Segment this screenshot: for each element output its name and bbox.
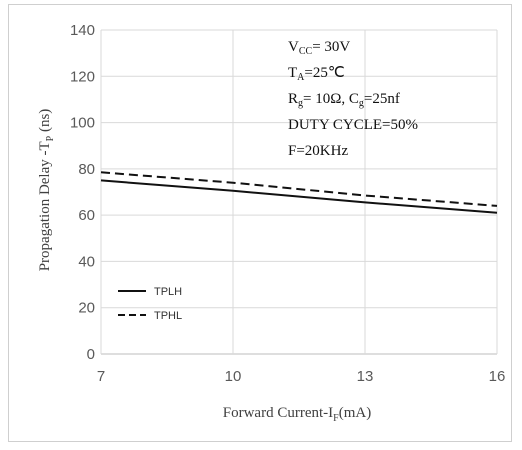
x-tick-label: 7 bbox=[97, 368, 105, 385]
x-axis-label: Forward Current-IF(mA) bbox=[223, 405, 371, 424]
condition-line: TA=25℃ bbox=[288, 65, 345, 83]
y-tick-label: 140 bbox=[70, 22, 95, 39]
data-series bbox=[100, 171, 498, 214]
y-tick-label: 20 bbox=[78, 300, 95, 317]
y-axis-label: Propagation Delay -TP (ns) bbox=[37, 109, 56, 272]
y-tick-labels: 0 20 40 60 80 100 120 140 bbox=[70, 22, 95, 363]
condition-line: Rg= 10Ω, Cg=25nf bbox=[288, 91, 400, 109]
series-line-tphl bbox=[100, 171, 498, 207]
y-tick-label: 40 bbox=[78, 253, 95, 270]
test-conditions: VCC= 30V TA=25℃ Rg= 10Ω, Cg=25nf DUTY CYCLE… bbox=[288, 39, 418, 159]
y-tick-label: 60 bbox=[78, 207, 95, 224]
x-tick-label: 10 bbox=[225, 368, 242, 385]
series-line-tplh bbox=[100, 179, 498, 214]
legend-label-tphl: TPHL bbox=[154, 310, 182, 322]
legend-label-tplh: TPLH bbox=[154, 286, 182, 298]
chart-frame bbox=[8, 4, 512, 442]
condition-line: DUTY CYCLE=50% bbox=[288, 117, 418, 133]
legend: TPLH TPHL bbox=[118, 286, 182, 322]
condition-line: VCC= 30V bbox=[288, 39, 350, 57]
x-tick-labels: 7 10 13 16 bbox=[97, 368, 506, 385]
x-tick-label: 13 bbox=[357, 368, 374, 385]
condition-line: F=20KHz bbox=[288, 143, 348, 159]
x-tick-label: 16 bbox=[489, 368, 506, 385]
y-tick-label: 0 bbox=[87, 346, 95, 363]
gridlines bbox=[100, 29, 498, 355]
y-tick-label: 100 bbox=[70, 115, 95, 132]
y-tick-label: 80 bbox=[78, 161, 95, 178]
y-tick-label: 120 bbox=[70, 68, 95, 85]
